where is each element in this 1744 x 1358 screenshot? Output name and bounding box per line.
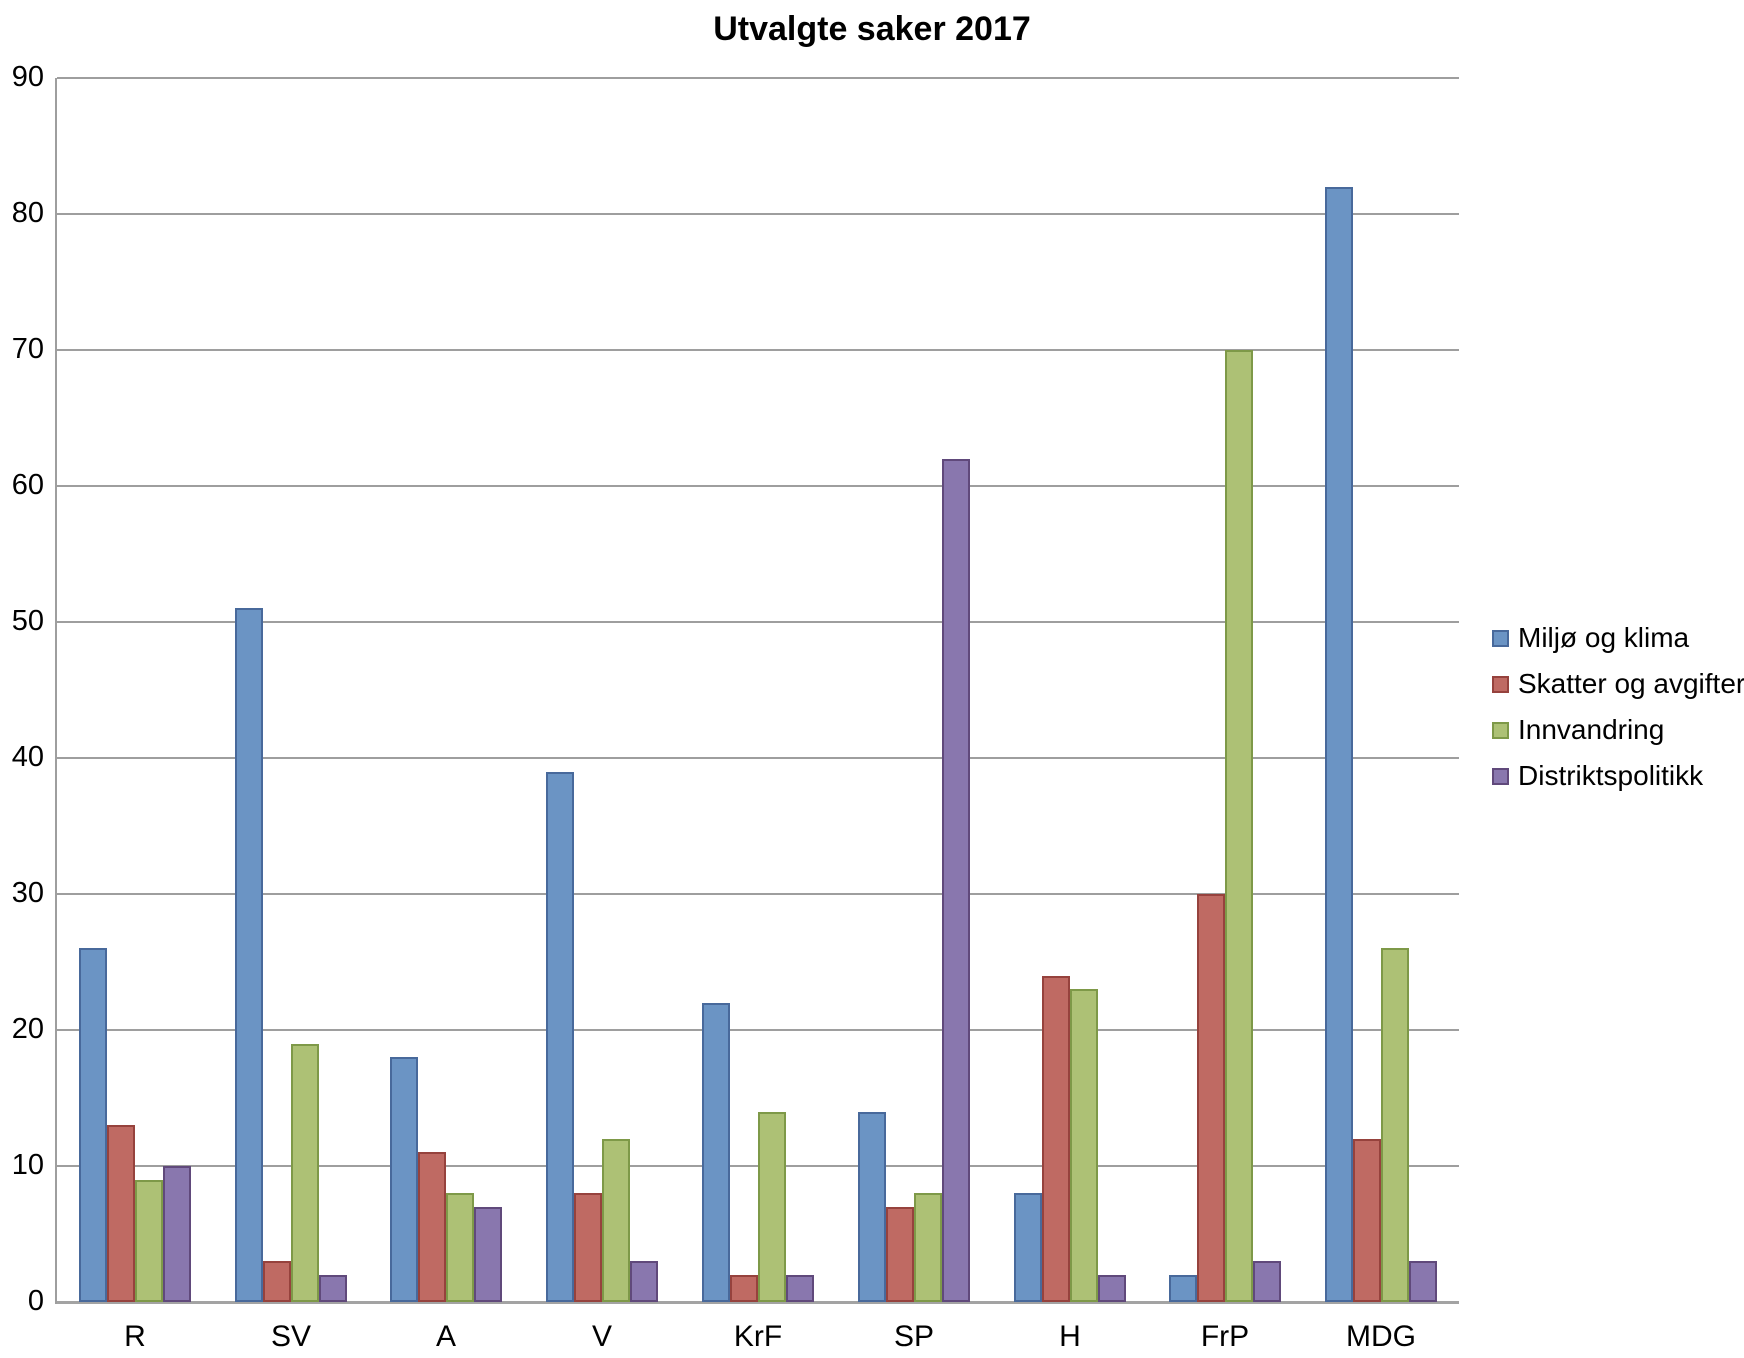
- bar-FrP-Distriktspolitikk: [1253, 1261, 1281, 1302]
- bar-V-Innvandring: [602, 1139, 630, 1302]
- x-axis-category-label: V: [591, 1320, 612, 1353]
- bar-H-Miljø og klima: [1014, 1193, 1042, 1302]
- x-axis-category-label: R: [124, 1320, 146, 1353]
- legend-swatch-icon: [1492, 767, 1509, 785]
- x-axis-category-label: FrP: [1200, 1320, 1250, 1353]
- legend-swatch-icon: [1492, 675, 1509, 693]
- y-axis-tick-label: 40: [11, 741, 44, 773]
- bar-KrF-Innvandring: [758, 1112, 786, 1302]
- y-axis-tick-label: 20: [11, 1013, 44, 1045]
- bar-SV-Distriktspolitikk: [319, 1275, 347, 1302]
- bar-MDG-Distriktspolitikk: [1409, 1261, 1437, 1302]
- bar-SV-Miljø og klima: [235, 608, 263, 1302]
- gridline: [57, 485, 1459, 487]
- legend-label: Miljø og klima: [1518, 622, 1690, 653]
- legend-swatch-icon: [1492, 721, 1509, 739]
- y-axis-tick-label: 50: [11, 605, 44, 637]
- y-axis-tick-label: 70: [11, 333, 44, 365]
- bar-FrP-Innvandring: [1225, 350, 1253, 1302]
- bar-H-Innvandring: [1070, 989, 1098, 1302]
- bar-V-Skatter og avgifter: [574, 1193, 602, 1302]
- bar-SV-Innvandring: [291, 1044, 319, 1302]
- gridline: [57, 1029, 1459, 1031]
- x-axis-category-label: SV: [270, 1320, 312, 1353]
- bar-H-Skatter og avgifter: [1042, 976, 1070, 1302]
- legend: Miljø og klima Skatter og avgifter Innvand…: [1492, 622, 1744, 806]
- y-axis-tick-label: 30: [11, 877, 44, 909]
- bar-R-Distriktspolitikk: [163, 1166, 191, 1302]
- bar-SV-Skatter og avgifter: [263, 1261, 291, 1302]
- gridline: [57, 757, 1459, 759]
- y-axis-tick-label: 60: [11, 469, 44, 501]
- gridline: [57, 621, 1459, 623]
- bar-R-Innvandring: [135, 1180, 163, 1302]
- bar-SP-Distriktspolitikk: [942, 459, 970, 1302]
- bar-SP-Skatter og avgifter: [886, 1207, 914, 1302]
- bar-A-Skatter og avgifter: [418, 1152, 446, 1302]
- bar-KrF-Skatter og avgifter: [730, 1275, 758, 1302]
- y-axis-tick-label: 90: [11, 61, 44, 93]
- bar-V-Distriktspolitikk: [630, 1261, 658, 1302]
- legend-label: Skatter og avgifter: [1518, 668, 1744, 699]
- gridline: [57, 213, 1459, 215]
- x-axis-line: [57, 1301, 1459, 1304]
- chart-title: Utvalgte saker 2017: [713, 10, 1031, 48]
- legend-label: Innvandring: [1518, 714, 1665, 745]
- bar-A-Innvandring: [446, 1193, 474, 1302]
- legend-swatch-icon: [1492, 629, 1509, 647]
- bar-MDG-Miljø og klima: [1325, 187, 1353, 1302]
- bar-R-Skatter og avgifter: [107, 1125, 135, 1302]
- y-axis-tick-label: 80: [11, 197, 44, 229]
- y-axis-line: [55, 78, 57, 1304]
- legend-item: Innvandring: [1492, 714, 1744, 746]
- x-axis-category-label: MDG: [1346, 1320, 1416, 1353]
- bar-A-Miljø og klima: [390, 1057, 418, 1302]
- legend-item: Distriktspolitikk: [1492, 760, 1744, 792]
- x-axis-category-label: A: [435, 1320, 456, 1353]
- bar-R-Miljø og klima: [79, 948, 107, 1302]
- legend-label: Distriktspolitikk: [1518, 760, 1704, 791]
- y-axis-tick-label: 0: [27, 1285, 44, 1317]
- bar-SP-Innvandring: [914, 1193, 942, 1302]
- bar-KrF-Miljø og klima: [702, 1003, 730, 1302]
- bar-V-Miljø og klima: [546, 772, 574, 1302]
- bar-SP-Miljø og klima: [858, 1112, 886, 1302]
- bar-A-Distriktspolitikk: [474, 1207, 502, 1302]
- bar-FrP-Skatter og avgifter: [1197, 894, 1225, 1302]
- bar-MDG-Innvandring: [1381, 948, 1409, 1302]
- gridline: [57, 77, 1459, 79]
- legend-item: Miljø og klima: [1492, 622, 1744, 654]
- bar-MDG-Skatter og avgifter: [1353, 1139, 1381, 1302]
- x-axis-category-label: KrF: [733, 1320, 783, 1353]
- bar-KrF-Distriktspolitikk: [786, 1275, 814, 1302]
- y-axis-tick-label: 10: [11, 1149, 44, 1181]
- gridline: [57, 893, 1459, 895]
- x-axis-category-label: SP: [893, 1320, 935, 1353]
- legend-item: Skatter og avgifter: [1492, 668, 1744, 700]
- bar-H-Distriktspolitikk: [1098, 1275, 1126, 1302]
- x-axis-category-label: H: [1059, 1320, 1081, 1353]
- gridline: [57, 349, 1459, 351]
- bar-FrP-Miljø og klima: [1169, 1275, 1197, 1302]
